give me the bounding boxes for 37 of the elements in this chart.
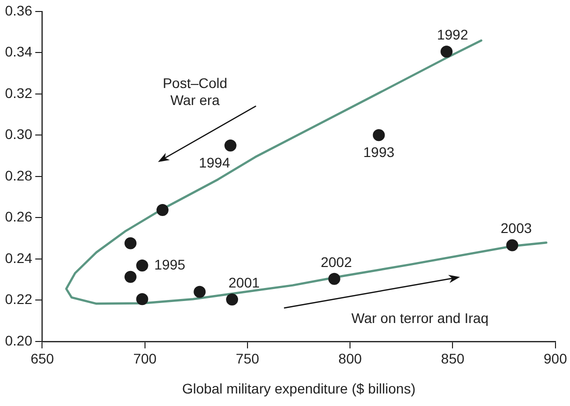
point <box>440 46 453 58</box>
y-tick-label: 0.36 <box>5 2 32 18</box>
annotation: 1992 <box>436 26 468 42</box>
point <box>194 286 206 298</box>
y-tick-label: 0.34 <box>5 44 32 60</box>
x-axis-title: Global military expenditure ($ billions) <box>182 380 416 396</box>
x-tick-label: 750 <box>236 350 260 367</box>
point <box>136 260 148 272</box>
annotation: 1993 <box>363 144 395 160</box>
y-tick-label: 0.26 <box>5 208 32 225</box>
y-tick-label: 0.28 <box>5 167 32 184</box>
point <box>224 139 236 152</box>
annotation: 2002 <box>320 254 352 270</box>
x-tick-label: 850 <box>441 350 465 367</box>
x-tick-label: 700 <box>133 350 157 367</box>
annotation: 1994 <box>198 154 230 170</box>
point <box>124 237 136 250</box>
point <box>328 272 340 285</box>
x-tick-label: 800 <box>338 350 362 367</box>
annotation: War on terror and Iraq <box>350 310 490 327</box>
y-tick-label: 0.30 <box>5 126 32 142</box>
point <box>136 293 148 306</box>
y-tick-label: 0.24 <box>5 250 32 266</box>
annotation: 2001 <box>228 274 260 290</box>
x-tick-label: 900 <box>544 350 568 367</box>
y-tick-label: 0.22 <box>5 291 32 308</box>
annotation: 2003 <box>500 220 532 236</box>
annotation: 1995 <box>154 256 186 272</box>
point <box>124 270 136 283</box>
point <box>506 239 518 252</box>
annotation: Post–Cold War era <box>162 75 228 109</box>
y-tick-label: 0.32 <box>5 84 32 101</box>
point <box>156 204 169 216</box>
y-tick-label: 0.20 <box>5 332 32 348</box>
x-tick-label: 650 <box>30 350 54 367</box>
point <box>372 129 385 142</box>
point <box>226 294 238 306</box>
